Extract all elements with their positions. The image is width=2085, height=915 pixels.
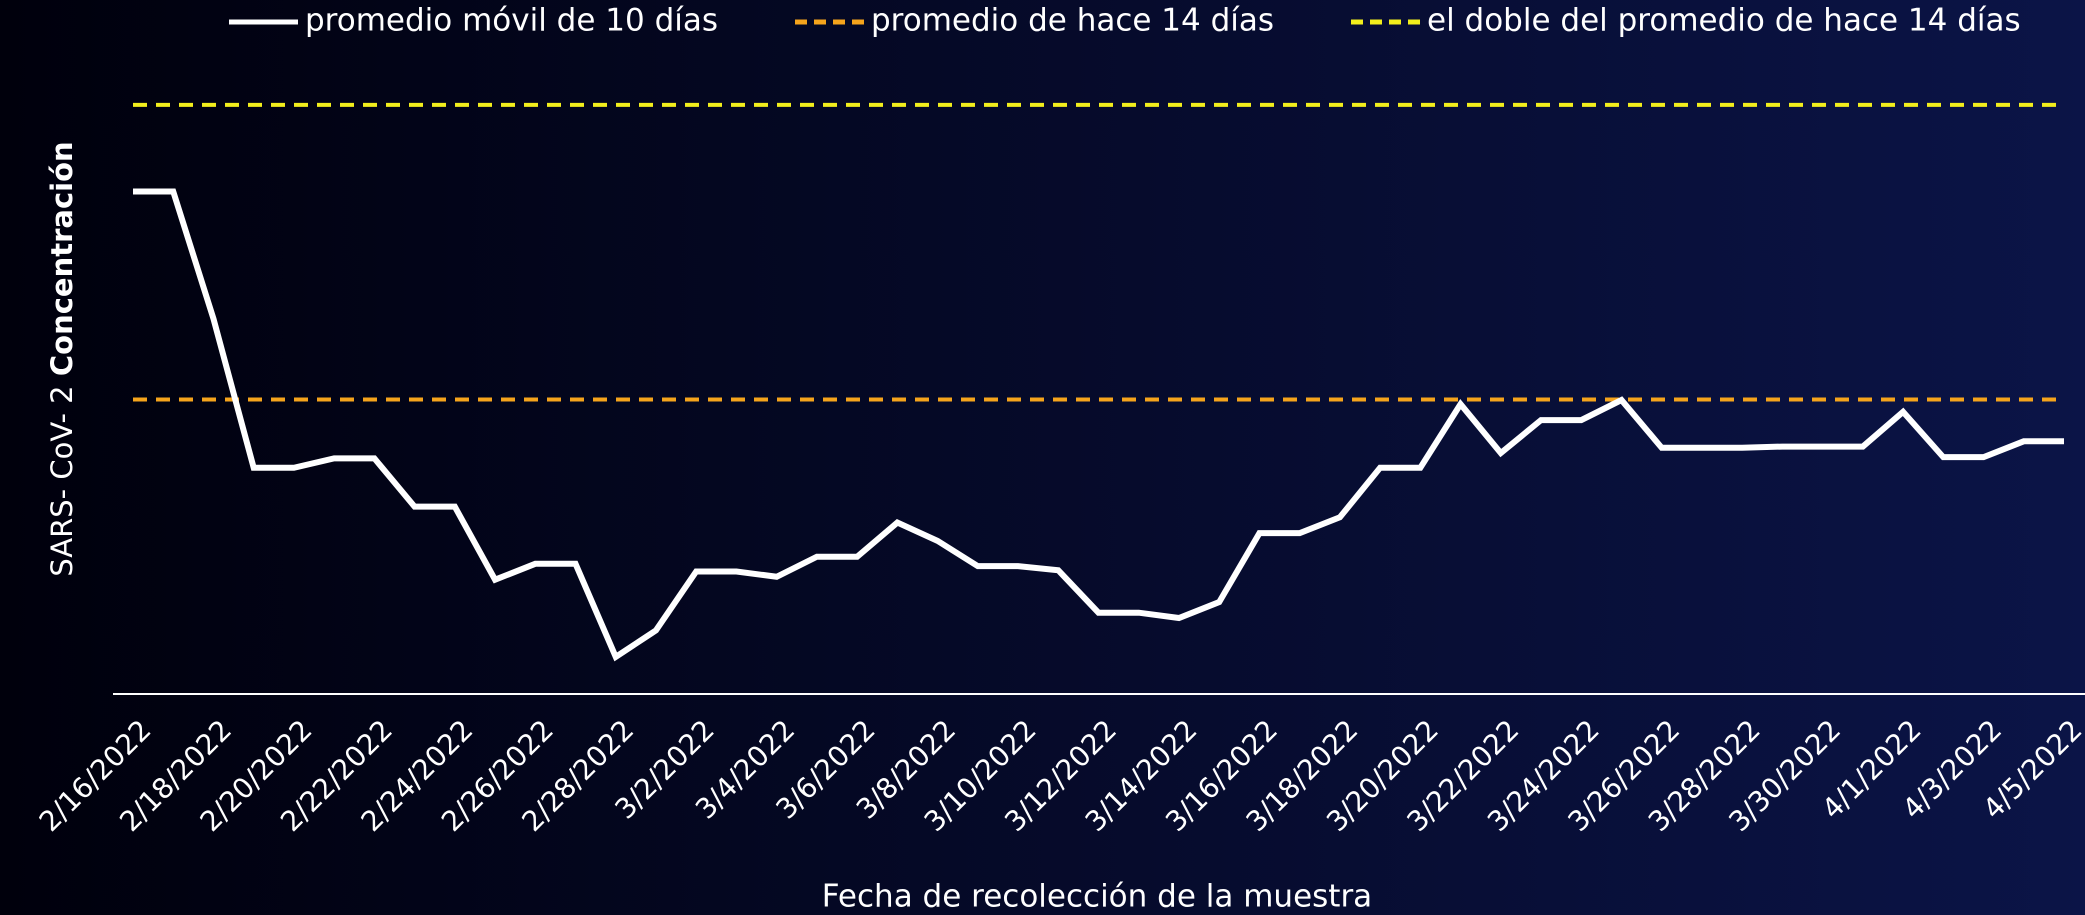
y-axis-title-part: Concentración	[45, 141, 79, 376]
legend-label: promedio móvil de 10 días	[305, 3, 718, 39]
y-axis-title: SARS- CoV- 2 Concentración	[45, 141, 79, 576]
legend-label: el doble del promedio de hace 14 días	[1427, 3, 2021, 39]
legend-label: promedio de hace 14 días	[871, 3, 1274, 39]
x-axis-title: Fecha de recolección de la muestra	[822, 879, 1372, 915]
data-line	[133, 188, 2064, 662]
y-axis-title-part: SARS- CoV- 2	[45, 385, 79, 576]
